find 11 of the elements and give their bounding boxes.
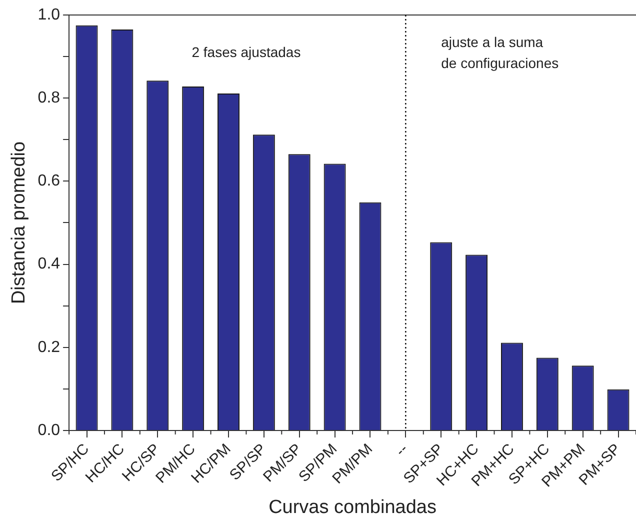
annotation: ajuste a la suma de configuraciones (441, 34, 559, 71)
x-axis-title: Curvas combinadas (268, 496, 436, 518)
y-tick-label: 0.2 (38, 338, 60, 356)
y-tick-label: 0.0 (38, 422, 60, 439)
y-tick-label: 0.8 (38, 90, 60, 106)
x-tick-label: -- (392, 440, 412, 460)
annotation: 2 fases ajustadas (192, 44, 301, 60)
y-axis-title: Distancia promedio (8, 141, 30, 304)
y-tick-label: 0.4 (38, 256, 60, 273)
y-tick-label: 0.6 (38, 172, 60, 190)
y-tick-label: 1.0 (38, 6, 60, 24)
